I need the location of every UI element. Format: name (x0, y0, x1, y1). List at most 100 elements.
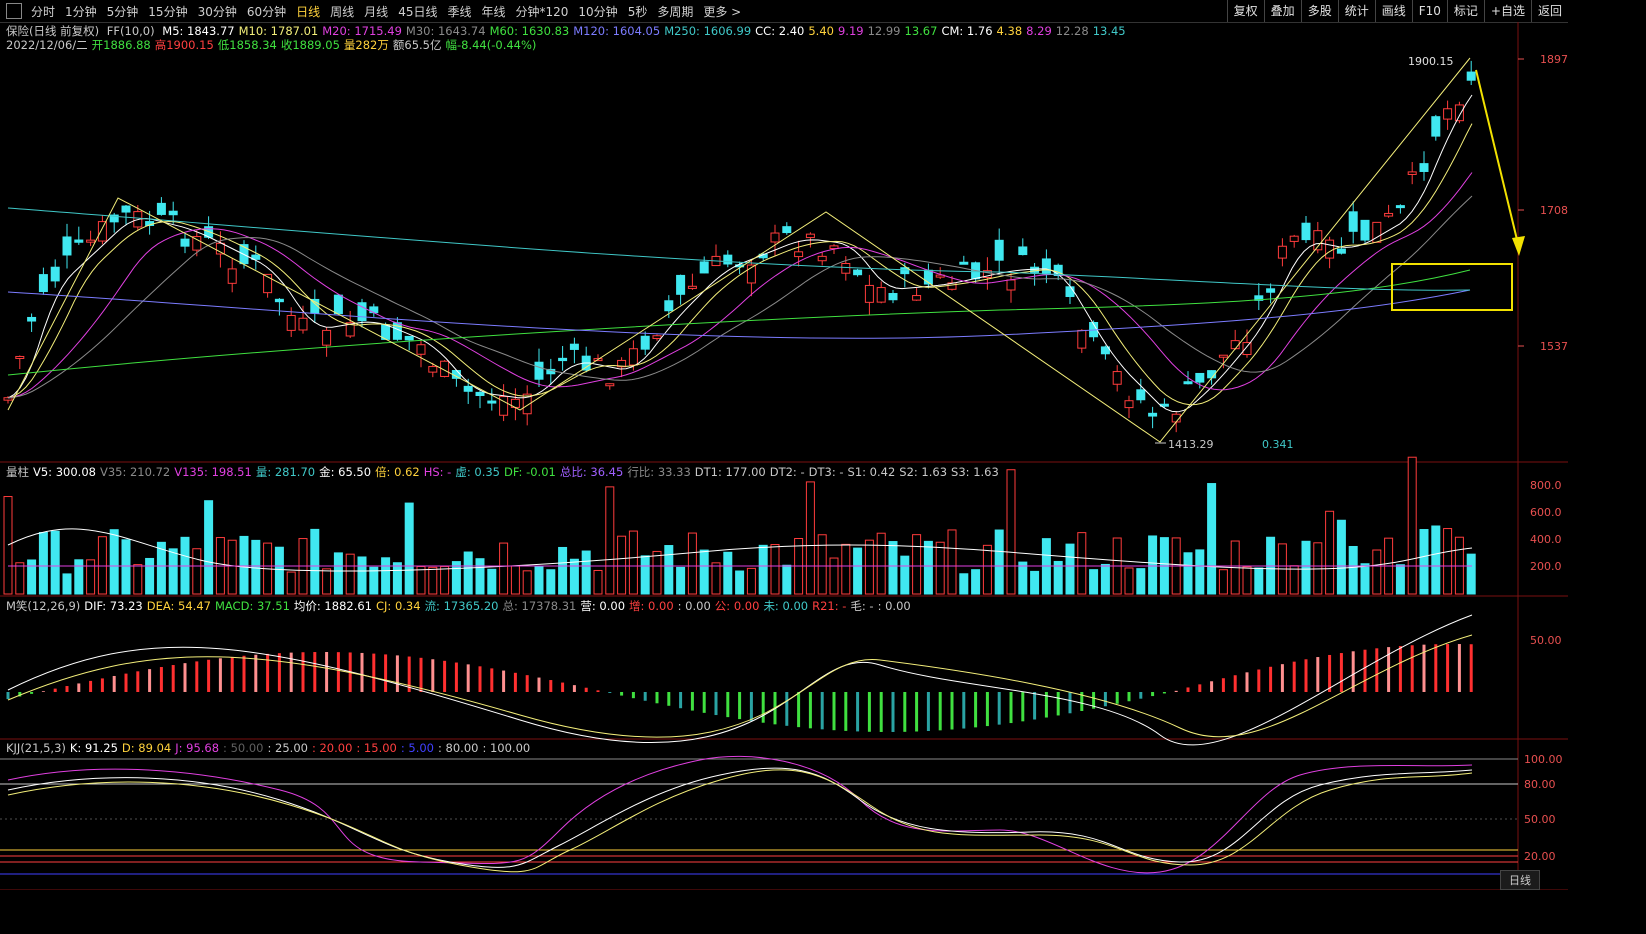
volume-bar (581, 550, 591, 595)
tab-2[interactable]: 5分钟 (106, 4, 139, 19)
volume-bar (959, 573, 969, 595)
toolbar-button-3[interactable]: 统计 (1337, 0, 1375, 22)
volume-bar (1148, 535, 1158, 595)
toolbar-button-1[interactable]: 叠加 (1263, 0, 1301, 22)
toolbar-button-7[interactable]: +自选 (1483, 0, 1531, 22)
tab-12[interactable]: 分钟*120 (515, 4, 569, 19)
kdj-value-3: J: 95.68 (175, 741, 220, 755)
toolbar-button-4[interactable]: 画线 (1374, 0, 1412, 22)
toolbar-button-0[interactable]: 复权 (1226, 0, 1264, 22)
tab-13[interactable]: 10分钟 (578, 4, 618, 19)
volume-bar (652, 550, 662, 595)
candlestick (1313, 230, 1323, 251)
candlestick (1266, 288, 1276, 293)
candlestick (121, 205, 131, 213)
macd-value-12: 未: 0.00 (763, 599, 809, 613)
candlestick (841, 262, 851, 274)
quote-value-6: 额65.5亿 (392, 38, 442, 52)
candlestick (499, 396, 509, 416)
candlestick (782, 226, 792, 234)
candlestick (853, 269, 863, 276)
macd-value-4: 均价: 1882.61 (293, 599, 372, 613)
quote-value-3: 低1858.34 (217, 38, 277, 52)
ma-value-15: 12.28 (1055, 24, 1089, 38)
volume-bar (510, 565, 520, 595)
tab-3[interactable]: 15分钟 (148, 4, 188, 19)
candlestick (1466, 71, 1476, 81)
kdj-value-10: : 100.00 (482, 741, 531, 755)
ma-value-4: M60: 1630.83 (489, 24, 570, 38)
kdj-value-7: : 15.00 (356, 741, 397, 755)
stock-chart[interactable]: 1897 1708 1537 800.0 600.0 400.0 200.0 50.00 100… (0, 0, 1568, 890)
j-line (7, 755, 1473, 874)
ma5-line (7, 94, 1473, 413)
ma30-line (7, 195, 1473, 399)
tab-9[interactable]: 45日线 (398, 4, 438, 19)
volume-bar (251, 539, 261, 595)
kdj-value-9: : 80.00 (438, 741, 479, 755)
vol-value-8: 虚: 0.35 (455, 465, 500, 479)
volume-bar (475, 558, 485, 595)
volume-bar (333, 552, 343, 595)
vol-value-3: V135: 198.51 (174, 465, 252, 479)
ma-value-7: CC: 2.40 (755, 24, 805, 38)
volume-bar (569, 558, 579, 595)
macd-value-9: 增: 0.00 (629, 599, 674, 613)
candlestick (1443, 108, 1453, 120)
tab-10[interactable]: 季线 (447, 4, 472, 19)
tab-0[interactable]: 分时 (31, 4, 56, 19)
volume-bar (192, 548, 202, 595)
toolbar-button-6[interactable]: 标记 (1446, 0, 1484, 22)
kdj-value-1: K: 91.25 (69, 741, 118, 755)
candlestick (97, 221, 107, 242)
volume-bar (239, 535, 249, 595)
volume-bar (204, 500, 214, 595)
candlestick (664, 300, 674, 312)
grid-icon[interactable] (6, 3, 22, 19)
volume-bar (15, 562, 25, 595)
candlestick (817, 255, 827, 262)
tab-6[interactable]: 日线 (296, 4, 321, 19)
volume-bar (487, 568, 497, 595)
tab-7[interactable]: 周线 (330, 4, 355, 19)
candlestick (888, 293, 898, 301)
tab-1[interactable]: 1分钟 (65, 4, 97, 19)
volume-bar (381, 557, 391, 595)
volume-bar (546, 569, 556, 595)
toolbar-button-5[interactable]: F10 (1411, 0, 1447, 22)
candlestick (463, 385, 473, 392)
candlestick (805, 233, 815, 239)
volume-bar (440, 565, 450, 595)
dea-line (7, 634, 1473, 738)
candlestick (770, 232, 780, 243)
volume-bar (1431, 525, 1441, 595)
ma-legend: 保险(日线 前复权) FF(10,0) M5: 1843.77 M10: 1787… (6, 23, 1134, 39)
volume-bar (97, 536, 107, 595)
ma20-line (7, 172, 1473, 399)
tab-15[interactable]: 多周期 (657, 4, 694, 19)
tab-5[interactable]: 60分钟 (246, 4, 287, 19)
tab-11[interactable]: 年线 (481, 4, 506, 19)
volume-bar (947, 529, 957, 595)
ma-value-3: M30: 1643.74 (405, 24, 486, 38)
volume-bar (1242, 566, 1252, 595)
candlestick (62, 236, 72, 256)
panel-title: 保险(日线 前复权) (6, 24, 100, 38)
tab-8[interactable]: 月线 (364, 4, 389, 19)
volume-bar (1195, 549, 1205, 595)
bottom-period-tab[interactable]: 日线 (1500, 870, 1540, 890)
toolbar-button-8[interactable]: 返回 (1530, 0, 1568, 22)
tab-14[interactable]: 5秒 (627, 4, 648, 19)
tab-16[interactable]: 更多 > (703, 4, 742, 19)
volume-bar (1018, 561, 1028, 595)
volume-axis-label: 800.0 (1530, 479, 1562, 492)
volume-bar (1100, 563, 1110, 595)
kdj-value-8: : 5.00 (400, 741, 434, 755)
candlestick (38, 274, 48, 293)
candlestick (628, 348, 638, 366)
tab-4[interactable]: 30分钟 (197, 4, 237, 19)
volume-bar (1325, 510, 1335, 595)
toolbar-button-2[interactable]: 多股 (1300, 0, 1338, 22)
quote-value-5: 量282万 (343, 38, 389, 52)
candlestick (180, 238, 190, 247)
